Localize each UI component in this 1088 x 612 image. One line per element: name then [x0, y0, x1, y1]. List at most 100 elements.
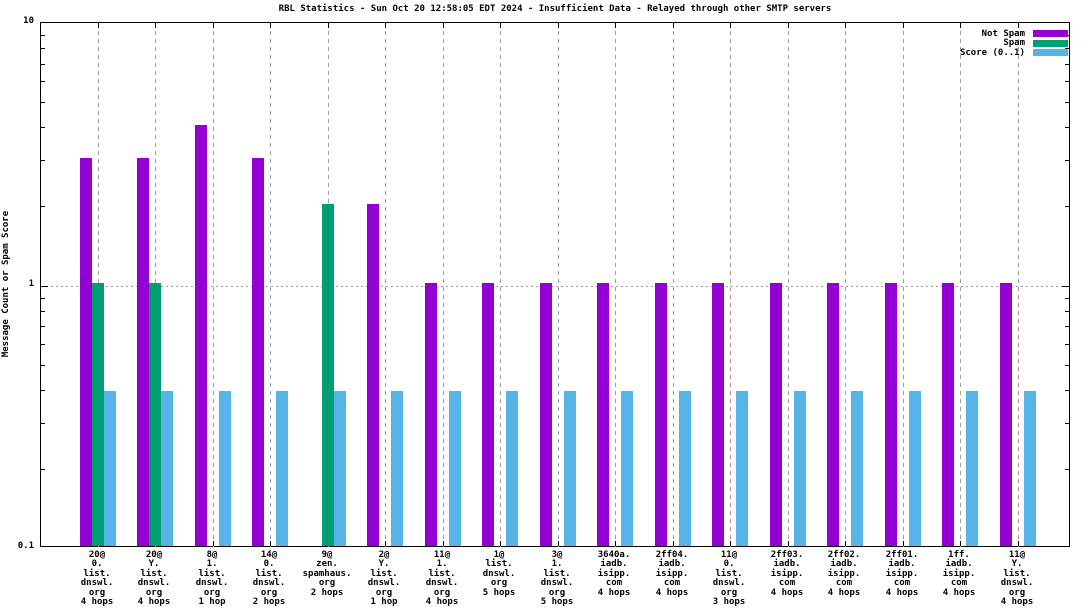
- bar-not-spam: [425, 283, 437, 546]
- bar-spam: [92, 283, 104, 546]
- chart-title: RBL Statistics - Sun Oct 20 12:58:05 EDT…: [278, 4, 832, 14]
- bar-not-spam: [770, 283, 782, 546]
- x-tick-bottom: [845, 541, 846, 546]
- y-minor-tick: [1065, 344, 1069, 345]
- y-minor-tick: [41, 326, 45, 327]
- x-tick-bottom: [1018, 541, 1019, 546]
- bar-score-0-1-: [851, 391, 863, 546]
- x-tick-bottom: [443, 541, 444, 546]
- y-minor-tick: [1065, 206, 1069, 207]
- x-category-label: 2ff04. iadb. isipp. com 4 hops: [655, 550, 689, 598]
- y-minor-tick: [1065, 48, 1069, 49]
- y-minor-tick: [1065, 298, 1069, 299]
- x-tick-top: [673, 23, 674, 28]
- x-tick-top: [385, 23, 386, 28]
- x-tick-top: [903, 23, 904, 28]
- bar-not-spam: [540, 283, 552, 546]
- y-minor-tick: [41, 48, 45, 49]
- bar-score-0-1-: [161, 391, 173, 546]
- gridline-vertical: [500, 23, 501, 548]
- y-tick-label: 0.1: [17, 541, 34, 551]
- bar-not-spam: [1000, 283, 1012, 546]
- gridline-vertical: [673, 23, 674, 548]
- bar-score-0-1-: [1024, 391, 1036, 546]
- x-tick-bottom: [500, 541, 501, 546]
- x-category-label: 1ff. iadb. isipp. com 4 hops: [942, 550, 976, 598]
- x-tick-bottom: [788, 541, 789, 546]
- y-minor-tick: [41, 206, 45, 207]
- x-category-label: 20@ Y. list. dnswl. org 4 hops: [137, 550, 171, 608]
- x-tick-top: [98, 23, 99, 28]
- y-minor-tick: [1065, 64, 1069, 65]
- bar-score-0-1-: [736, 391, 748, 546]
- x-category-label: 8@ 1. list. dnswl. org 1 hop: [195, 550, 229, 608]
- y-minor-tick: [41, 64, 45, 65]
- legend-item-label: Score (0..1): [959, 47, 1025, 58]
- y-minor-tick: [41, 298, 45, 299]
- y-minor-tick: [1065, 81, 1069, 82]
- x-tick-bottom: [960, 541, 961, 546]
- x-category-label: 11@ 1. list. dnswl. org 4 hops: [425, 550, 459, 608]
- gridline-vertical: [443, 23, 444, 548]
- legend-item: Spam: [960, 38, 1068, 48]
- y-minor-tick: [41, 390, 45, 391]
- x-category-label: 1@ list. dnswl. org 5 hops: [482, 550, 516, 598]
- gridline-vertical: [960, 23, 961, 548]
- y-major-tick: [41, 286, 48, 287]
- y-minor-tick: [41, 127, 45, 128]
- x-tick-bottom: [270, 541, 271, 546]
- gridline-vertical: [615, 23, 616, 548]
- bar-not-spam: [482, 283, 494, 546]
- x-tick-top: [558, 23, 559, 28]
- x-tick-bottom: [903, 541, 904, 546]
- gridline-vertical: [788, 23, 789, 548]
- bar-spam: [149, 283, 161, 546]
- x-category-label: 2ff02. iadb. isipp. com 4 hops: [827, 550, 861, 598]
- x-tick-top: [213, 23, 214, 28]
- gridline-vertical: [558, 23, 559, 548]
- x-tick-top: [443, 23, 444, 28]
- y-minor-tick: [41, 344, 45, 345]
- gridline-vertical: [730, 23, 731, 548]
- bar-score-0-1-: [794, 391, 806, 546]
- x-category-label: 11@ Y. list. dnswl. org 4 hops: [1000, 550, 1034, 608]
- y-major-tick: [1062, 286, 1069, 287]
- x-category-label: 3640a. iadb. isipp. com 4 hops: [597, 550, 631, 598]
- bar-not-spam: [655, 283, 667, 546]
- y-minor-tick: [41, 365, 45, 366]
- x-tick-top: [615, 23, 616, 28]
- y-minor-tick: [41, 160, 45, 161]
- bar-score-0-1-: [679, 391, 691, 546]
- bar-spam: [322, 204, 334, 546]
- x-category-label: 11@ 0. list. dnswl. org 3 hops: [712, 550, 746, 608]
- y-minor-tick: [41, 81, 45, 82]
- x-tick-bottom: [558, 541, 559, 546]
- x-tick-top: [730, 23, 731, 28]
- plot-area: [40, 22, 1071, 548]
- x-category-label: 3@ 1. list. dnswl. org 5 hops: [540, 550, 574, 608]
- gridline-vertical: [903, 23, 904, 548]
- y-minor-tick: [1065, 390, 1069, 391]
- bar-not-spam: [827, 283, 839, 546]
- x-tick-bottom: [730, 541, 731, 546]
- x-tick-bottom: [385, 541, 386, 546]
- bar-score-0-1-: [966, 391, 978, 546]
- bar-not-spam: [942, 283, 954, 546]
- y-minor-tick: [41, 311, 45, 312]
- legend-color-swatch: [1033, 39, 1068, 47]
- y-tick-label: 10: [23, 16, 34, 26]
- gridline-vertical: [385, 23, 386, 548]
- legend-color-swatch: [1033, 30, 1068, 38]
- y-minor-tick: [1065, 326, 1069, 327]
- y-minor-tick: [41, 102, 45, 103]
- bar-score-0-1-: [621, 391, 633, 546]
- y-minor-tick: [41, 423, 45, 424]
- bar-not-spam: [367, 204, 379, 546]
- x-category-label: 20@ 0. list. dnswl. org 4 hops: [80, 550, 114, 608]
- bar-score-0-1-: [449, 391, 461, 546]
- bar-score-0-1-: [391, 391, 403, 546]
- gridline-horizontal: [41, 286, 1071, 287]
- y-tick-label: 1: [28, 279, 34, 289]
- x-tick-top: [960, 23, 961, 28]
- y-minor-tick: [41, 469, 45, 470]
